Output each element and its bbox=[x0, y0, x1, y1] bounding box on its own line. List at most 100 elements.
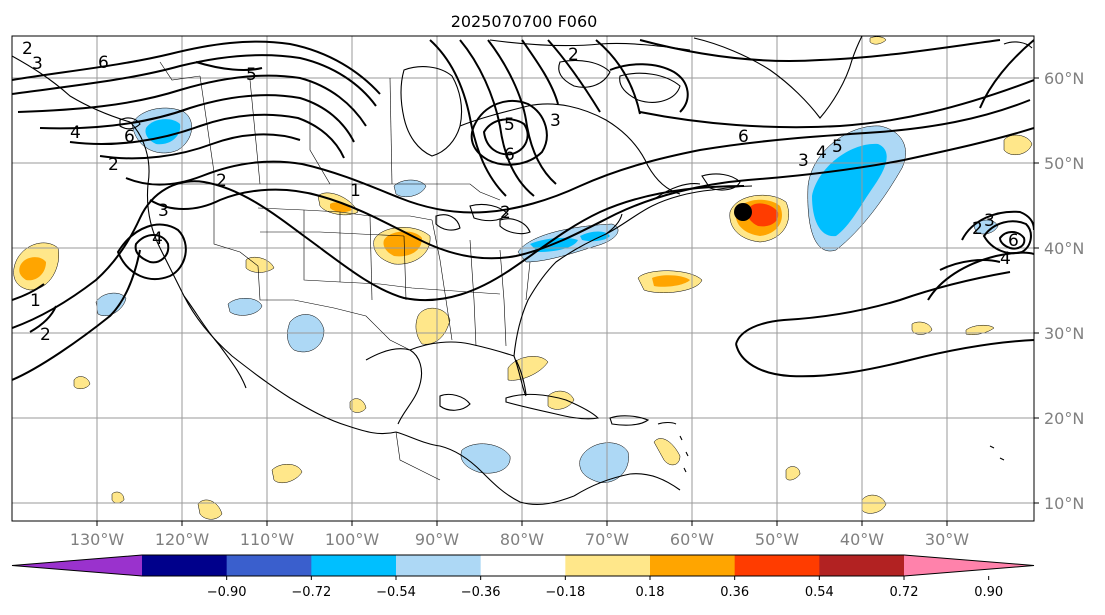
contour-label: 4 bbox=[152, 229, 163, 249]
contour-label: 4 bbox=[1000, 249, 1011, 269]
shade-orange-midwest bbox=[383, 231, 422, 257]
colorbar-segment bbox=[226, 555, 312, 576]
longitude-labels: 130°W 120°W 110°W 100°W 90°W 80°W 70°W 6… bbox=[70, 530, 969, 549]
shade-yellow-east bbox=[1003, 134, 1033, 156]
shade-orange-atlantic-mid bbox=[652, 275, 690, 287]
shade-yellow-east2 bbox=[861, 494, 887, 514]
lat-label: 20°N bbox=[1044, 409, 1084, 428]
shade-light-blue-caribbean bbox=[579, 442, 629, 483]
contour-label: 2 bbox=[500, 203, 511, 223]
contour-label: 4 bbox=[70, 123, 81, 143]
lon-label: 40°W bbox=[840, 530, 884, 549]
storm-center-marker bbox=[734, 203, 752, 221]
colorbar-segment bbox=[819, 555, 905, 576]
colorbar-outline bbox=[11, 554, 1035, 577]
colorbar-tick-label: −0.90 bbox=[207, 585, 247, 600]
lon-label: 110°W bbox=[240, 530, 295, 549]
lat-label: 40°N bbox=[1044, 239, 1084, 258]
lon-label: 100°W bbox=[325, 530, 380, 549]
contour-label: 2 bbox=[972, 219, 983, 239]
colorbar-tick-label: 0.18 bbox=[636, 585, 665, 600]
shade-yellow-small-a bbox=[73, 376, 91, 389]
colorbar bbox=[11, 554, 1035, 580]
map-title: 2025070700 F060 bbox=[451, 12, 598, 31]
contour-label: 2 bbox=[216, 171, 227, 191]
lon-label: 30°W bbox=[925, 530, 969, 549]
shade-light-blue-pacific bbox=[95, 292, 127, 316]
colorbar-tick-label: 0.36 bbox=[720, 585, 749, 600]
colorbar-tick-label: 0.54 bbox=[805, 585, 834, 600]
shade-blue-nw bbox=[145, 119, 181, 145]
shade-yellow-caribbean-east bbox=[653, 438, 681, 466]
contour-label: 2 bbox=[568, 45, 579, 65]
contour-label: 3 bbox=[32, 54, 43, 74]
map-content: 2 3 6 5 4 6 2 2 3 4 1 2 1 2 5 3 6 6 3 4 … bbox=[12, 36, 1034, 521]
contour-label: 5 bbox=[832, 137, 843, 157]
colorbar-segment bbox=[734, 555, 820, 576]
latitude-labels: 60°N 50°N 40°N 30°N 20°N 10°N bbox=[1044, 69, 1084, 513]
shade-yellow-small-d bbox=[111, 491, 125, 504]
contour-label: 6 bbox=[98, 53, 109, 73]
colorbar-tick-label: 0.90 bbox=[974, 585, 1003, 600]
political-borders bbox=[148, 61, 531, 481]
shade-blue-ne-coast bbox=[580, 231, 610, 242]
axis-ticks bbox=[96, 77, 1039, 526]
contour-label: 5 bbox=[504, 115, 515, 135]
contour-label: 1 bbox=[30, 291, 41, 311]
contour-label: 3 bbox=[550, 111, 561, 131]
lat-label: 60°N bbox=[1044, 69, 1084, 88]
shade-yellow-texas bbox=[415, 308, 451, 345]
lon-label: 130°W bbox=[70, 530, 125, 549]
map-frame-border bbox=[11, 35, 1035, 522]
lon-label: 80°W bbox=[500, 530, 544, 549]
colorbar-tick-label: 0.72 bbox=[890, 585, 919, 600]
lon-label: 70°W bbox=[585, 530, 629, 549]
shade-yellow-bahamas bbox=[547, 390, 575, 410]
shade-yellow-pacific-south2 bbox=[197, 499, 223, 520]
lon-label: 60°W bbox=[670, 530, 714, 549]
contour-label: 2 bbox=[40, 325, 51, 345]
contour-label: 2 bbox=[22, 39, 33, 59]
shade-yellow-florida bbox=[507, 356, 549, 381]
colorbar-segment bbox=[142, 555, 228, 576]
shade-orange-plains bbox=[330, 202, 352, 213]
contour-label: 6 bbox=[738, 127, 749, 147]
colorbar-segment bbox=[480, 555, 566, 576]
contour-label: 1 bbox=[350, 181, 361, 201]
shade-yellow-greenland bbox=[869, 36, 887, 45]
lat-label: 30°N bbox=[1044, 324, 1084, 343]
colorbar-tick-label: −0.36 bbox=[461, 585, 501, 600]
colorbar-tick-label: −0.18 bbox=[545, 585, 585, 600]
height-contours bbox=[12, 39, 1034, 381]
lon-label: 120°W bbox=[155, 530, 210, 549]
shade-yellow-atl-sm2 bbox=[965, 325, 995, 335]
contour-label: 3 bbox=[984, 211, 995, 231]
shade-yellow-pacific-south bbox=[271, 464, 303, 483]
lat-label: 10°N bbox=[1044, 494, 1084, 513]
colorbar-extend-high bbox=[904, 555, 1034, 576]
lon-label: 90°W bbox=[415, 530, 459, 549]
shade-red-storm bbox=[747, 203, 779, 227]
colorbar-tick-label: −0.72 bbox=[291, 585, 331, 600]
colorbar-segment bbox=[650, 555, 736, 576]
shade-light-blue-baja bbox=[227, 298, 263, 316]
shade-light-blue-central-am bbox=[460, 443, 511, 474]
contour-labels: 2 3 6 5 4 6 2 2 3 4 1 2 1 2 5 3 6 6 3 4 … bbox=[22, 39, 1019, 345]
contour-label: 5 bbox=[246, 65, 257, 85]
colorbar-tick-labels: −0.90 −0.72 −0.54 −0.36 −0.18 0.18 0.36 0.54 0.7… bbox=[207, 585, 1003, 600]
shade-yellow-small-c bbox=[785, 466, 801, 481]
lon-label: 50°W bbox=[755, 530, 799, 549]
lat-label: 50°N bbox=[1044, 154, 1084, 173]
colorbar-segment bbox=[311, 555, 397, 576]
colorbar-tick-label: −0.54 bbox=[376, 585, 416, 600]
colorbar-segment bbox=[565, 555, 651, 576]
contour-label: 4 bbox=[816, 143, 827, 163]
coastlines bbox=[12, 36, 1033, 505]
contour-label: 3 bbox=[798, 151, 809, 171]
contour-label: 6 bbox=[504, 145, 515, 165]
contour-label: 3 bbox=[158, 201, 169, 221]
contour-label: 6 bbox=[124, 127, 135, 147]
colorbar-extend-low bbox=[12, 555, 142, 576]
contour-label: 6 bbox=[1008, 231, 1019, 251]
